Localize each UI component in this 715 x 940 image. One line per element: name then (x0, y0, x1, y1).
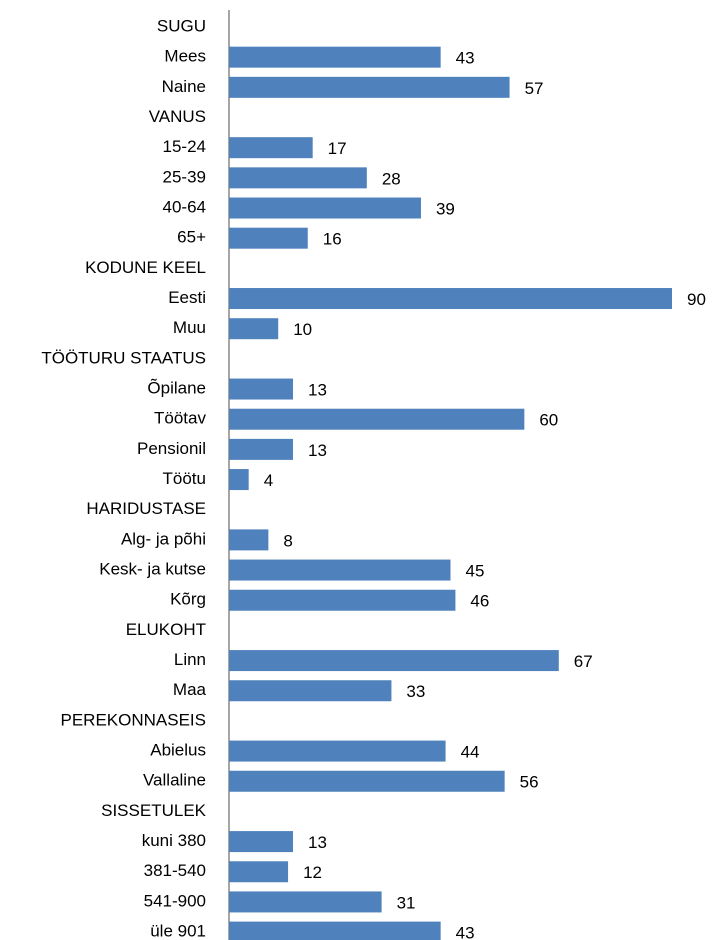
value-label: 13 (308, 441, 327, 460)
category-label: PEREKONNASEIS (61, 710, 207, 729)
value-label: 13 (308, 833, 327, 852)
value-label: 17 (328, 139, 347, 158)
bar (229, 529, 269, 551)
category-label: Mees (164, 47, 206, 66)
bar (229, 438, 293, 460)
bar (229, 197, 421, 219)
category-label: SUGU (157, 16, 206, 35)
category-label: Linn (174, 650, 206, 669)
bar (229, 770, 505, 792)
category-label: Kesk- ja kutse (99, 560, 206, 579)
bar (229, 831, 293, 853)
value-label: 4 (264, 471, 273, 490)
value-label: 44 (461, 743, 480, 762)
category-label: Vallaline (143, 771, 206, 790)
value-label: 33 (406, 682, 425, 701)
category-label: HARIDUSTASE (86, 499, 206, 518)
category-label: 65+ (177, 228, 206, 247)
category-label: VANUS (149, 107, 206, 126)
category-label: Kõrg (170, 590, 206, 609)
category-label: KODUNE KEEL (85, 258, 206, 277)
category-label: 25-39 (163, 167, 206, 186)
category-label: Naine (162, 77, 206, 96)
value-label: 8 (283, 531, 292, 550)
value-label: 57 (525, 79, 544, 98)
category-label: kuni 380 (142, 831, 206, 850)
value-label: 43 (456, 924, 475, 940)
bar (229, 680, 392, 702)
bar (229, 408, 525, 430)
category-label: 541-900 (144, 891, 206, 910)
value-label: 39 (436, 200, 455, 219)
bar (229, 740, 446, 762)
category-label: Eesti (168, 288, 206, 307)
value-label: 16 (323, 230, 342, 249)
category-label: Töötav (154, 409, 206, 428)
category-label: üle 901 (150, 922, 206, 940)
category-label: Pensionil (137, 439, 206, 458)
bar (229, 921, 441, 940)
value-label: 10 (293, 320, 312, 339)
bar (229, 288, 672, 310)
bar (229, 589, 456, 611)
value-label: 31 (397, 893, 416, 912)
bar (229, 469, 249, 491)
bar (229, 137, 313, 159)
bar (229, 76, 510, 98)
category-label: 40-64 (163, 198, 206, 217)
bar (229, 318, 279, 340)
category-label: 381-540 (144, 861, 206, 880)
value-label: 45 (466, 562, 485, 581)
bar (229, 891, 382, 913)
category-label: Alg- ja põhi (121, 529, 206, 548)
category-label: Maa (173, 680, 207, 699)
value-label: 56 (520, 773, 539, 792)
value-label: 13 (308, 381, 327, 400)
value-label: 67 (574, 652, 593, 671)
category-label: 15-24 (163, 137, 206, 156)
bar (229, 167, 367, 189)
value-label: 60 (539, 411, 558, 430)
category-label: ELUKOHT (126, 620, 206, 639)
value-label: 90 (687, 290, 706, 309)
value-label: 46 (470, 592, 489, 611)
bar (229, 650, 559, 672)
value-label: 28 (382, 169, 401, 188)
category-label: TÖÖTURU STAATUS (41, 348, 206, 367)
category-label: Abielus (150, 741, 206, 760)
category-label: Õpilane (147, 379, 206, 398)
bar (229, 378, 293, 400)
bar (229, 559, 451, 581)
category-label: Töötu (163, 469, 206, 488)
category-label: Muu (173, 318, 206, 337)
bar (229, 227, 308, 249)
bar (229, 46, 441, 68)
value-label: 43 (456, 49, 475, 68)
bar (229, 861, 289, 883)
value-label: 12 (303, 863, 322, 882)
category-label: SISSETULEK (101, 801, 207, 820)
